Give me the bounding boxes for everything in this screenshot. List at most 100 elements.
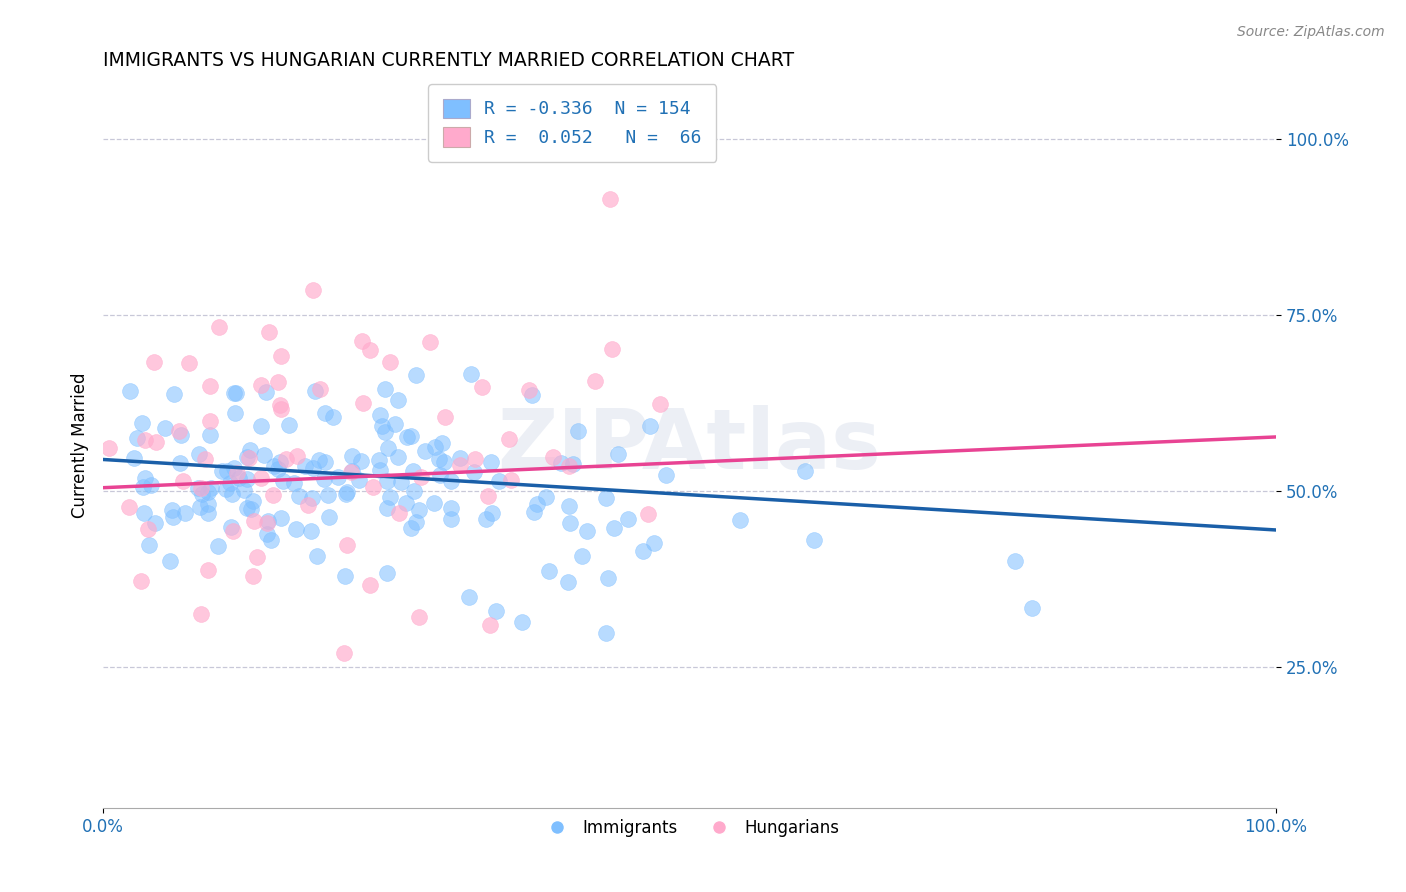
Point xyxy=(648,396,671,410)
Point xyxy=(432,436,454,450)
Point xyxy=(256,514,278,528)
Point xyxy=(550,456,572,470)
Point xyxy=(603,521,626,535)
Point xyxy=(599,192,621,206)
Point xyxy=(197,485,219,500)
Point xyxy=(463,465,485,479)
Point xyxy=(308,453,330,467)
Point xyxy=(269,455,291,469)
Point xyxy=(301,283,323,297)
Point xyxy=(224,461,246,475)
Point xyxy=(198,378,221,392)
Point xyxy=(643,535,665,549)
Point xyxy=(477,489,499,503)
Point xyxy=(475,512,498,526)
Point xyxy=(567,424,589,438)
Y-axis label: Currently Married: Currently Married xyxy=(72,373,89,518)
Point xyxy=(342,449,364,463)
Point xyxy=(187,447,209,461)
Point xyxy=(387,450,409,465)
Point xyxy=(374,382,396,396)
Point xyxy=(118,500,141,515)
Point xyxy=(197,507,219,521)
Point xyxy=(270,402,292,417)
Point xyxy=(190,607,212,621)
Point xyxy=(429,468,451,483)
Point xyxy=(558,516,581,531)
Point xyxy=(225,385,247,400)
Point xyxy=(249,419,271,434)
Point xyxy=(162,509,184,524)
Point xyxy=(485,604,508,618)
Point xyxy=(336,538,359,552)
Point xyxy=(219,475,242,490)
Point xyxy=(285,522,308,536)
Point xyxy=(637,507,659,521)
Point xyxy=(433,455,456,469)
Point xyxy=(361,480,384,494)
Point xyxy=(389,475,412,489)
Point xyxy=(129,574,152,588)
Point xyxy=(375,474,398,488)
Point xyxy=(440,512,463,526)
Point xyxy=(187,481,209,495)
Point xyxy=(314,472,336,486)
Point xyxy=(238,451,260,466)
Point xyxy=(562,457,585,471)
Point xyxy=(408,610,430,624)
Point xyxy=(433,409,456,424)
Point xyxy=(359,578,381,592)
Point xyxy=(419,335,441,350)
Point xyxy=(523,505,546,519)
Point xyxy=(607,447,630,461)
Point xyxy=(215,464,238,478)
Point xyxy=(270,349,292,363)
Point xyxy=(224,386,246,401)
Point xyxy=(222,524,245,538)
Point xyxy=(226,466,249,480)
Point xyxy=(215,482,238,496)
Point xyxy=(449,458,471,473)
Point xyxy=(374,425,396,440)
Point xyxy=(471,380,494,394)
Point xyxy=(458,590,481,604)
Text: IMMIGRANTS VS HUNGARIAN CURRENTLY MARRIED CORRELATION CHART: IMMIGRANTS VS HUNGARIAN CURRENTLY MARRIE… xyxy=(103,51,794,70)
Point xyxy=(318,510,340,524)
Point xyxy=(526,497,548,511)
Point xyxy=(520,387,543,401)
Point xyxy=(236,501,259,516)
Point xyxy=(803,533,825,548)
Point xyxy=(440,474,463,488)
Point xyxy=(395,496,418,510)
Point xyxy=(558,458,581,473)
Point xyxy=(600,342,623,356)
Point xyxy=(243,514,266,528)
Point xyxy=(163,386,186,401)
Point xyxy=(263,459,285,474)
Point xyxy=(517,383,540,397)
Point xyxy=(440,501,463,516)
Point xyxy=(640,419,662,434)
Point xyxy=(262,488,284,502)
Point xyxy=(198,427,221,442)
Point xyxy=(194,451,217,466)
Point xyxy=(399,429,422,443)
Point xyxy=(512,615,534,630)
Point xyxy=(138,538,160,552)
Point xyxy=(616,512,638,526)
Point xyxy=(384,417,406,431)
Text: Source: ZipAtlas.com: Source: ZipAtlas.com xyxy=(1237,25,1385,39)
Point xyxy=(208,320,231,334)
Point xyxy=(97,441,120,455)
Point xyxy=(254,385,277,400)
Point xyxy=(575,524,598,538)
Point xyxy=(359,343,381,358)
Point xyxy=(481,507,503,521)
Point xyxy=(387,392,409,407)
Point xyxy=(260,533,283,547)
Point xyxy=(368,462,391,476)
Point xyxy=(233,483,256,497)
Point xyxy=(340,464,363,478)
Point xyxy=(143,354,166,368)
Point xyxy=(134,471,156,485)
